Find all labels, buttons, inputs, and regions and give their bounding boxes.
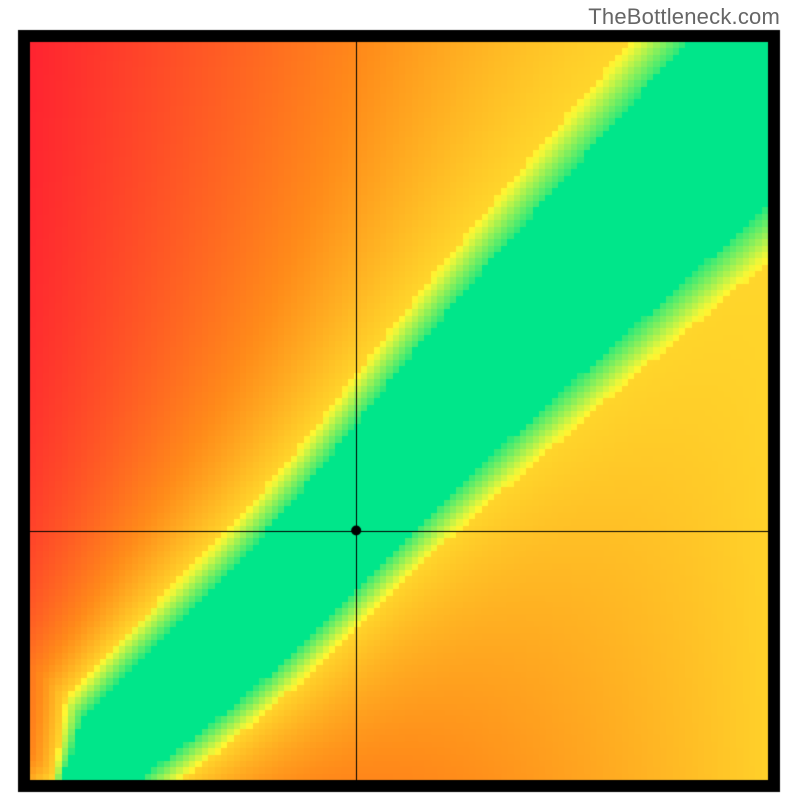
chart-container: TheBottleneck.com [0, 0, 800, 800]
heatmap-canvas [0, 0, 800, 800]
watermark-text: TheBottleneck.com [588, 4, 780, 30]
